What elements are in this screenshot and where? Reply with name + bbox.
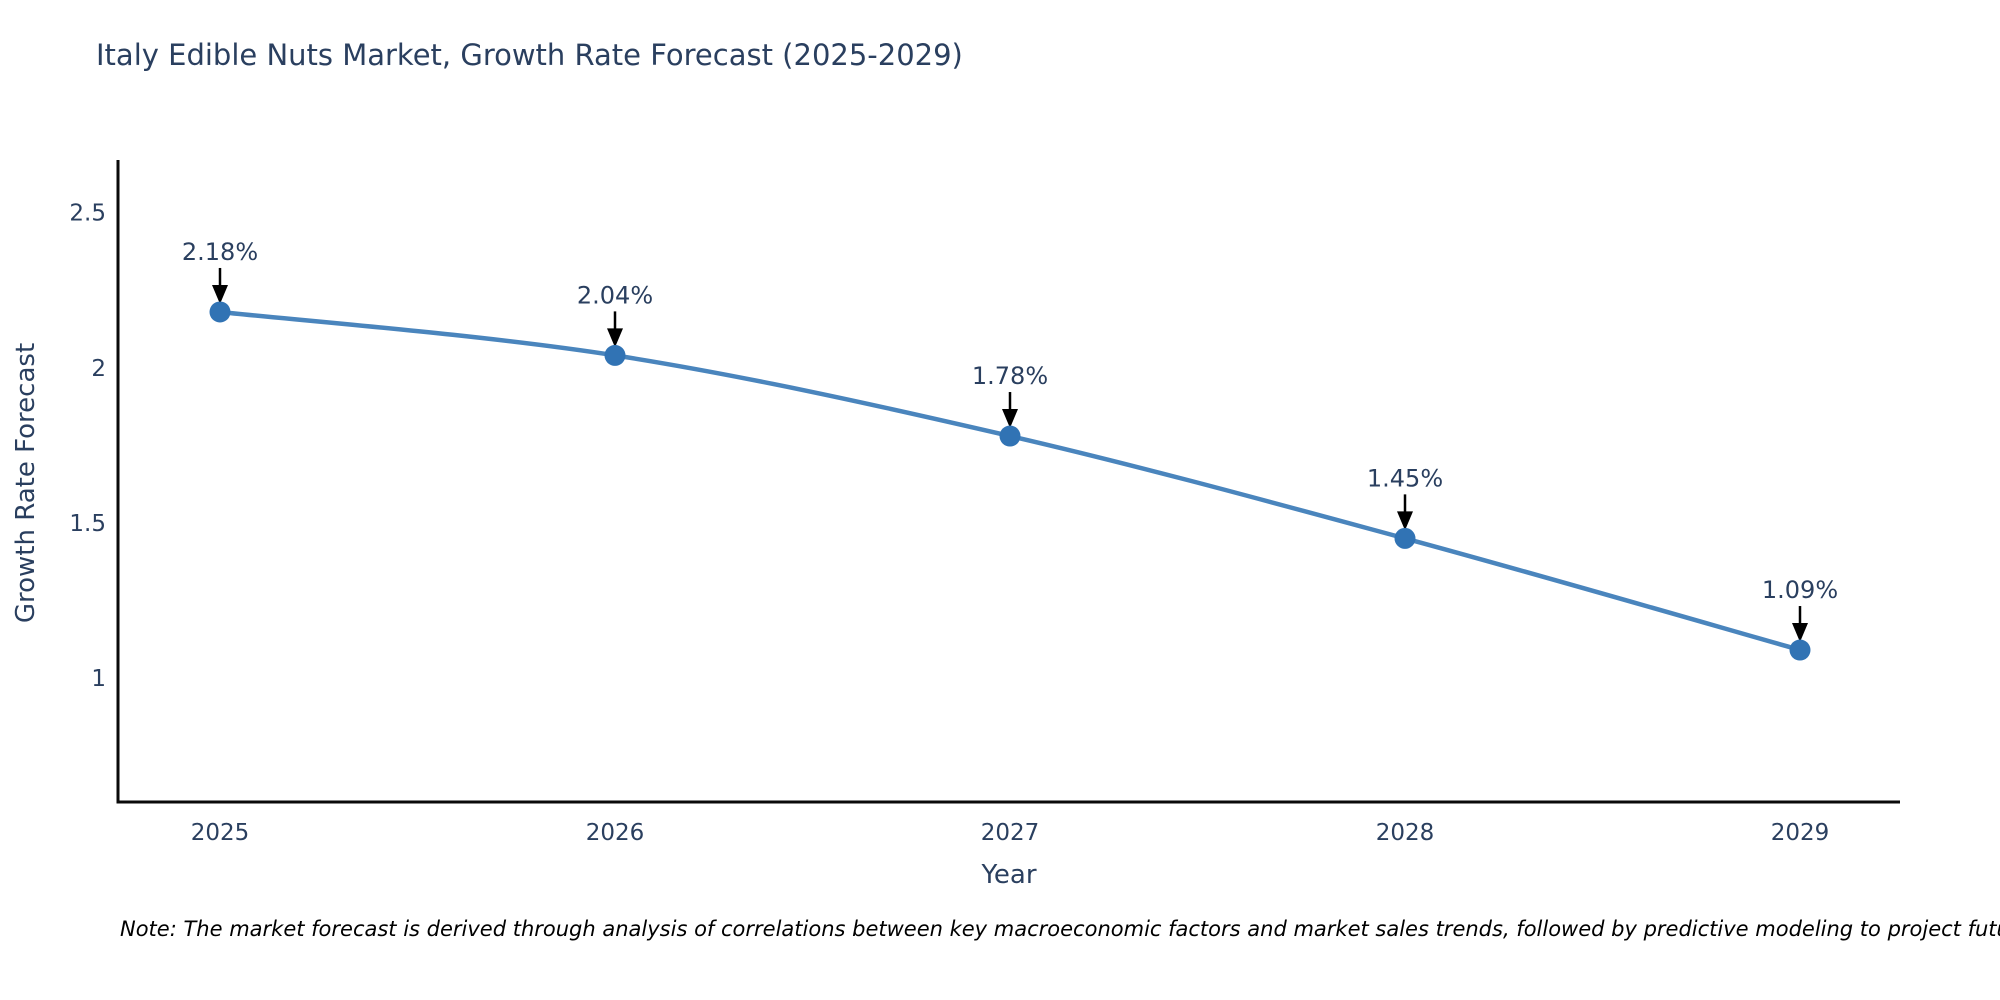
data-point-marker[interactable] bbox=[604, 344, 626, 366]
x-tick-label: 2027 bbox=[981, 820, 1040, 846]
data-point-marker[interactable] bbox=[1394, 527, 1416, 549]
annotation-label: 2.04% bbox=[577, 281, 653, 309]
y-tick-label: 2 bbox=[91, 356, 106, 382]
arrow-down-icon bbox=[1397, 511, 1413, 531]
x-axis-title: Year bbox=[981, 860, 1037, 890]
y-tick-label: 2.5 bbox=[69, 201, 106, 227]
arrow-down-icon bbox=[212, 284, 228, 304]
arrow-down-icon bbox=[607, 328, 623, 348]
annotation-label: 2.18% bbox=[182, 238, 258, 266]
arrow-down-icon bbox=[1002, 409, 1018, 429]
y-tick-label: 1.5 bbox=[69, 511, 106, 537]
annotation-label: 1.45% bbox=[1367, 464, 1443, 492]
x-tick-label: 2026 bbox=[586, 820, 645, 846]
chart-title: Italy Edible Nuts Market, Growth Rate Fo… bbox=[96, 38, 963, 72]
annotation-label: 1.78% bbox=[972, 362, 1048, 390]
data-point-marker[interactable] bbox=[209, 301, 231, 323]
data-point-marker[interactable] bbox=[999, 425, 1021, 447]
x-tick-label: 2029 bbox=[1771, 820, 1830, 846]
annotation-label: 1.09% bbox=[1762, 576, 1838, 604]
y-tick-label: 1 bbox=[91, 666, 106, 692]
arrow-down-icon bbox=[1792, 623, 1808, 643]
footnote: Note: The market forecast is derived thr… bbox=[120, 917, 2000, 941]
x-tick-label: 2025 bbox=[191, 820, 250, 846]
data-point-marker[interactable] bbox=[1789, 639, 1811, 661]
x-tick-label: 2028 bbox=[1376, 820, 1435, 846]
